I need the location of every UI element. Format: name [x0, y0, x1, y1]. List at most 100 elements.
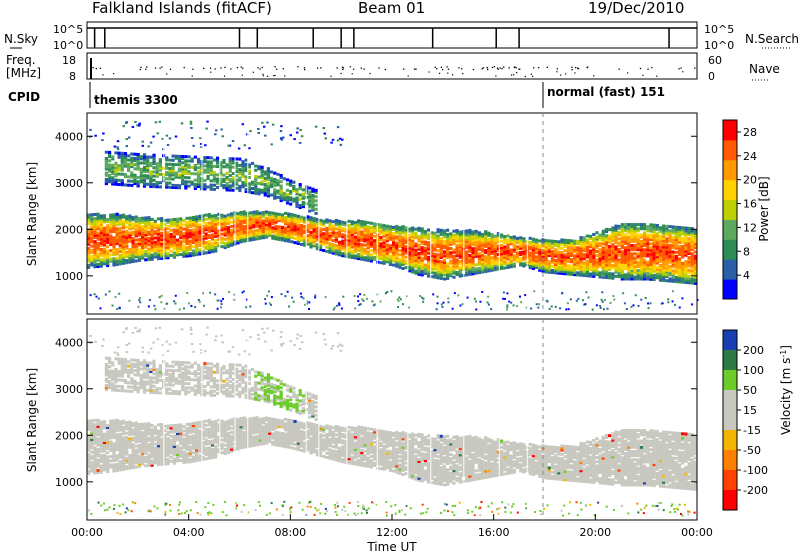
power-cell	[134, 238, 138, 242]
power-cell	[169, 239, 173, 243]
power-cell	[210, 243, 215, 247]
velocity-cell	[118, 434, 122, 438]
power-cell	[363, 222, 367, 226]
power-cell	[134, 244, 138, 248]
power-cell	[149, 172, 153, 176]
power-cell	[144, 239, 148, 243]
power-cell	[115, 248, 119, 252]
power-cell	[112, 246, 116, 250]
power-cell	[90, 238, 94, 242]
velocity-cell	[115, 454, 119, 458]
power-cell	[531, 254, 535, 258]
nsky-label: N.Sky	[4, 32, 38, 46]
power-cell	[296, 214, 300, 218]
velocity-cell	[131, 457, 135, 461]
power-cell	[255, 210, 259, 214]
power-cell	[468, 235, 472, 239]
velocity-cell	[96, 454, 100, 458]
power-cell	[500, 260, 504, 264]
power-cell	[423, 271, 427, 275]
power-cell	[290, 223, 294, 227]
power-colorbar-tick-label: 20	[743, 174, 757, 187]
power-cell	[658, 253, 663, 257]
power-cell	[604, 234, 609, 238]
power-cell	[268, 219, 272, 223]
power-cell	[121, 238, 126, 242]
power-cell	[484, 263, 488, 267]
power-cell	[160, 246, 164, 250]
power-cell	[658, 228, 663, 232]
power-cell	[595, 250, 599, 254]
power-cell	[314, 195, 318, 199]
power-cell	[198, 242, 202, 246]
power-cell	[137, 248, 142, 252]
power-noise-cell	[606, 307, 609, 310]
power-cell	[198, 233, 202, 237]
power-cell	[287, 225, 291, 229]
power-cell	[690, 254, 694, 258]
power-cell	[131, 257, 135, 261]
velocity-cell	[134, 431, 138, 435]
power-cell	[684, 264, 688, 268]
power-cell	[115, 252, 119, 256]
power-cell	[142, 182, 147, 186]
power-cell	[662, 255, 666, 259]
power-noise-cell	[216, 299, 219, 302]
power-cell	[309, 224, 313, 228]
power-cell	[604, 246, 609, 250]
power-cell	[560, 263, 564, 267]
power-cell	[582, 240, 586, 244]
velocity-cell	[131, 422, 135, 426]
power-cell	[423, 265, 427, 269]
power-cell	[369, 253, 373, 257]
freq-point	[363, 68, 365, 70]
power-noise-cell	[566, 302, 569, 305]
power-cell	[569, 254, 574, 258]
power-colorbar-tick-label: 4	[743, 269, 750, 282]
velocity-cell	[137, 464, 142, 468]
power-cell	[130, 165, 134, 169]
power-cell	[181, 173, 185, 177]
power-cell	[187, 159, 191, 163]
power-cell	[134, 251, 138, 255]
power-cell	[595, 266, 599, 270]
power-cell	[290, 227, 294, 231]
power-cell	[534, 240, 539, 244]
power-cell	[569, 260, 574, 264]
power-noise-cell	[241, 291, 244, 294]
power-cell	[512, 256, 516, 260]
power-cell	[401, 244, 405, 247]
power-cell	[430, 252, 434, 256]
power-cell	[392, 225, 396, 229]
power-cell	[125, 254, 129, 258]
power-cell	[677, 232, 682, 236]
power-cell	[188, 254, 192, 258]
power-cell	[258, 232, 262, 236]
power-cell	[426, 249, 431, 253]
power-cell	[630, 223, 634, 227]
power-cell	[276, 191, 280, 195]
power-cell	[369, 236, 373, 240]
power-cell	[106, 226, 110, 230]
power-cell	[350, 253, 354, 257]
power-cell	[131, 237, 135, 241]
power-cell	[244, 177, 248, 181]
power-cell	[337, 251, 342, 255]
freq-label-2: [MHz]	[6, 66, 41, 80]
power-cell	[385, 239, 389, 243]
power-cell	[684, 270, 688, 274]
freq-point	[378, 67, 380, 69]
power-cell	[598, 275, 602, 279]
power-cell	[379, 257, 383, 261]
power-cell	[665, 224, 669, 228]
power-cell	[595, 243, 599, 247]
power-cell	[155, 162, 159, 166]
velocity-cell	[134, 450, 138, 454]
power-cell	[404, 232, 408, 236]
power-cell	[220, 228, 224, 232]
power-cell	[331, 228, 335, 232]
velocity-cell	[131, 461, 135, 465]
power-cell	[255, 224, 259, 228]
power-cell	[266, 181, 271, 185]
power-cell	[693, 229, 698, 233]
